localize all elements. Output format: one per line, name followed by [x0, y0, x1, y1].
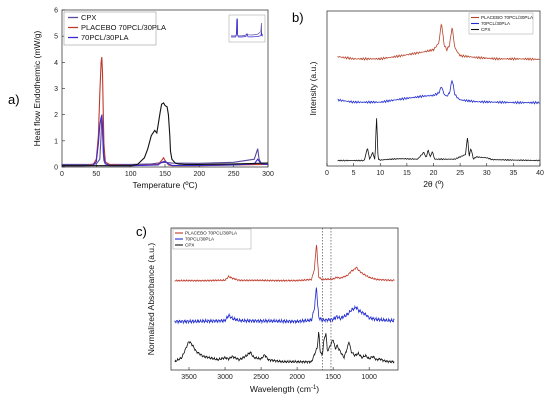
x-tick-label: 150	[159, 171, 171, 178]
x-tick-label: 25	[456, 170, 464, 177]
legend-a-entry: 70PCL/30PLA	[81, 33, 129, 42]
x-axis-label: Wavelength (cm-1)	[250, 384, 319, 394]
x-tick-label: 30	[483, 170, 491, 177]
panel-c: c) 3500 3000 2500 2000 1500 1000 Wavelength (cm…	[136, 224, 399, 394]
series-line-b-0	[337, 23, 540, 61]
series-line-c-0	[174, 244, 395, 283]
legend-b-entry: PLACEBO 70PCL/30PLA	[481, 15, 534, 20]
y-tick-label: 4	[54, 60, 58, 67]
legend-b-entry: 70PCL/30PLA	[481, 21, 511, 26]
panel-b: b) 0 5 10 15 20 25 30 35 40 2θ (º) Intensity (a.u.)…	[292, 10, 544, 189]
legend-a-box	[63, 11, 157, 46]
x-tick-label: 15	[403, 170, 411, 177]
y-tick-label: 5	[54, 34, 58, 41]
panel-c-label: c)	[136, 224, 147, 239]
inset-series	[231, 18, 264, 38]
legend-a-entry: PLACEBO 70PCL/30PLA	[81, 23, 166, 32]
inset-a	[228, 14, 266, 43]
x-tick-label: 2500	[253, 374, 269, 381]
series-line-c-2	[174, 331, 395, 365]
legend-c-entry: PLACEBO 70PCL/30PLA	[185, 231, 238, 236]
series-line-a-1	[62, 57, 269, 167]
series-line-c-1	[174, 287, 395, 325]
x-tick-label: 1000	[361, 374, 377, 381]
x-tick-label: 40	[536, 170, 544, 177]
legend-b-box	[468, 12, 534, 35]
y-tick-label: 0	[54, 165, 58, 172]
series-line-b-2	[337, 118, 540, 162]
y-tick-label: 1	[54, 138, 58, 145]
x-tick-label: 35	[509, 170, 517, 177]
y-axis-label: Normalized Absorbance (a.u.)	[146, 243, 156, 356]
x-axis-label: 2θ (º)	[423, 179, 444, 189]
panel-a-label: a)	[8, 92, 20, 107]
inset-series	[231, 18, 263, 37]
legend-c-entry: 70PCL/30PLA	[185, 237, 215, 242]
y-tick-label: 6	[54, 8, 58, 15]
x-tick-label: 5	[352, 170, 356, 177]
panel-b-label: b)	[292, 10, 304, 25]
y-axis-label: Heat flow Endothermic (mW/g)	[32, 30, 42, 146]
x-tick-label: 200	[193, 171, 205, 178]
legend-b-entry: CPX	[481, 27, 490, 32]
x-tick-label: 0	[325, 170, 329, 177]
x-tick-label: 3500	[181, 374, 197, 381]
x-axis-label: Temperature (ºC)	[133, 180, 198, 190]
x-tick-label: 300	[262, 171, 274, 178]
legend-c-box	[172, 228, 252, 250]
y-axis-label: Intensity (a.u.)	[308, 61, 318, 115]
y-tick-label: 3	[54, 86, 58, 93]
inset-frame	[228, 14, 266, 43]
x-tick-label: 20	[430, 170, 438, 177]
panel-b-frame	[326, 10, 541, 167]
series-line-b-1	[337, 79, 540, 105]
x-tick-label: 3000	[217, 374, 233, 381]
x-tick-label: 100	[125, 171, 137, 178]
x-tick-label: 2000	[289, 374, 305, 381]
x-tick-label: 10	[376, 170, 384, 177]
y-tick-label: 2	[54, 112, 58, 119]
legend-c-entry: CPX	[185, 243, 194, 248]
legend-a-entry: CPX	[81, 13, 96, 22]
x-tick-label: 0	[60, 171, 64, 178]
series-line-a-3	[62, 102, 269, 167]
x-tick-label: 250	[228, 171, 240, 178]
panel-a: a) 0 50 100 150 200 250 300 0 1 2 3 4 5 6 Temperature (…	[8, 8, 274, 191]
x-tick-label: 50	[92, 171, 100, 178]
x-tick-label: 1500	[325, 374, 341, 381]
series-line-a-2	[62, 114, 269, 167]
series-line-a-0	[62, 114, 268, 165]
panel-c-frame	[170, 227, 399, 371]
